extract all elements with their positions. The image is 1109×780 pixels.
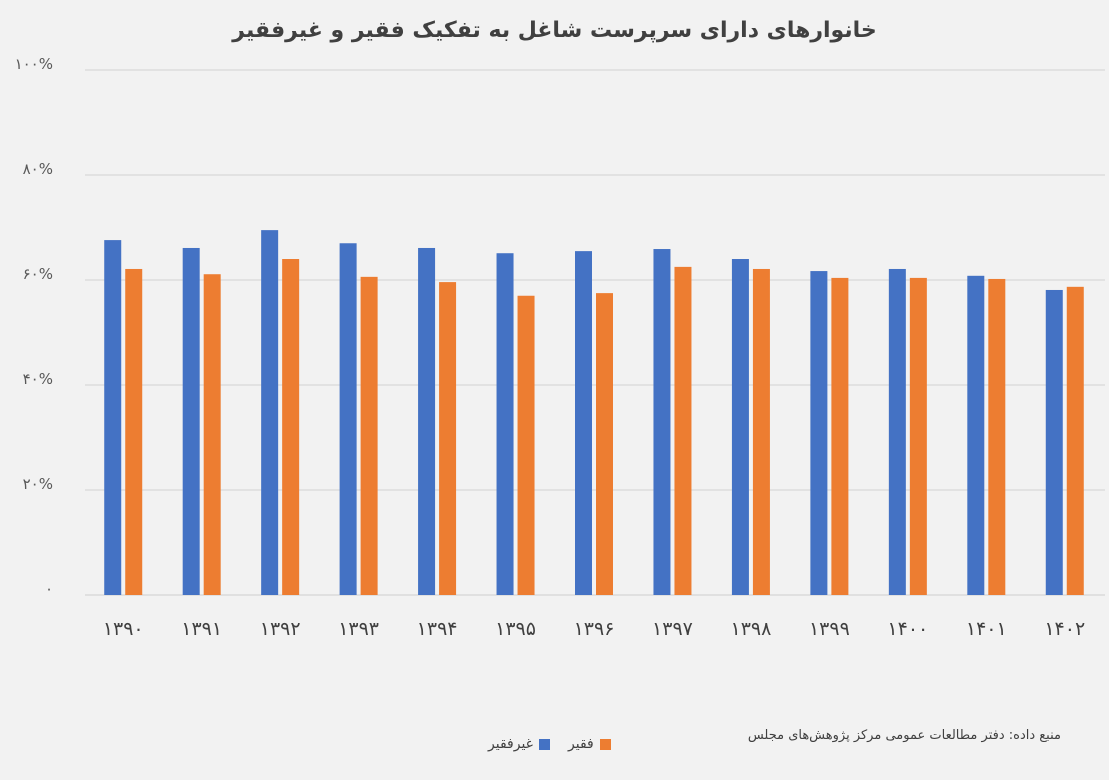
bar-non-poor (967, 275, 985, 595)
legend-item-poor: فقیر (568, 736, 611, 752)
x-tick-label: ۱۳۹۲ (260, 618, 301, 640)
bar-poor (282, 259, 300, 595)
legend-item-non-poor: غیرفقیر (488, 736, 550, 752)
bar-non-poor (888, 268, 906, 595)
x-tick-label: ۱۳۹۸ (731, 618, 772, 640)
bar-non-poor (575, 251, 592, 595)
x-tick-label: ۱۳۹۰ (103, 618, 144, 640)
legend: غیرفقیر فقیر (488, 736, 611, 752)
x-tick-label: ۱۳۹۹ (809, 618, 850, 640)
y-tick-label: ۲۰% (23, 475, 53, 493)
x-tick-label: ۱۳۹۶ (574, 618, 615, 640)
bar-non-poor (104, 240, 122, 595)
bar-poor (988, 278, 1006, 595)
bar-non-poor (418, 247, 436, 595)
bar-poor (203, 274, 221, 595)
bar-non-poor (653, 249, 671, 595)
bar-poor (674, 266, 692, 595)
bar-non-poor (339, 243, 357, 595)
x-tick-label: ۱۴۰۰ (887, 618, 928, 640)
bar-poor (125, 268, 143, 595)
bar-non-poor (496, 253, 514, 595)
source-note: منبع داده: دفتر مطالعات عمومی مرکز پژوهش… (747, 728, 1061, 743)
bar-non-poor (731, 259, 749, 595)
legend-label: غیرفقیر (488, 736, 533, 752)
bar-poor (517, 295, 535, 595)
x-tick-label: ۱۴۰۲ (1044, 618, 1085, 640)
bar-poor (909, 277, 927, 595)
bar-poor (596, 293, 613, 595)
bar-non-poor (182, 247, 200, 595)
bar-poor (831, 277, 849, 595)
bar-poor (1066, 286, 1084, 595)
bar-poor (360, 276, 378, 595)
legend-swatch (539, 738, 550, 750)
bar-poor (752, 268, 770, 595)
bar-poor (439, 282, 457, 595)
y-tick-label: ۴۰% (23, 370, 53, 388)
bar-non-poor (810, 271, 828, 595)
legend-swatch (599, 738, 611, 750)
y-tick-label: ۸۰% (23, 160, 53, 178)
x-tick-label: ۱۴۰۱ (966, 618, 1007, 640)
x-tick-label: ۱۳۹۱ (181, 618, 222, 640)
y-tick-label: ۱۰۰% (15, 55, 53, 73)
y-tick-label: ۶۰% (23, 265, 53, 283)
y-tick-label: ۰ (45, 580, 53, 598)
legend-label: فقیر (568, 736, 594, 752)
x-tick-label: ۱۳۹۳ (338, 618, 379, 640)
bar-non-poor (1045, 289, 1063, 595)
bar-non-poor (261, 230, 279, 595)
x-tick-label: ۱۳۹۷ (652, 618, 693, 640)
x-tick-label: ۱۳۹۴ (417, 618, 458, 640)
chart-title: خانوارهای دارای سرپرست شاغل به تفکیک فقی… (232, 18, 877, 43)
x-tick-label: ۱۳۹۵ (495, 618, 536, 640)
